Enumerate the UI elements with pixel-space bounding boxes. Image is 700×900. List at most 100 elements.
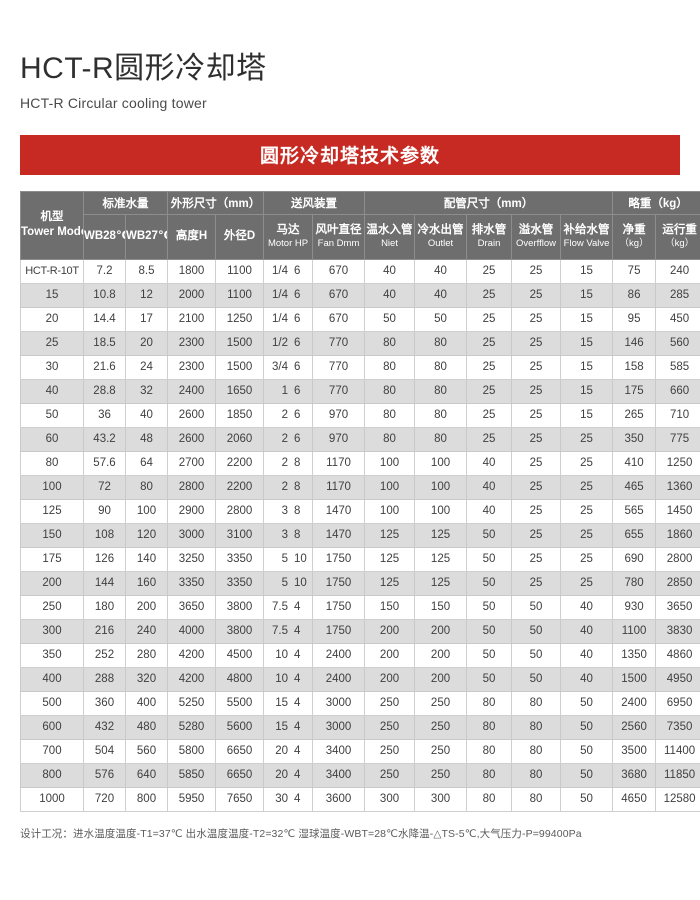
cell-wb28: 180 bbox=[83, 594, 126, 620]
cell-wb27: 140 bbox=[125, 546, 168, 572]
cell-running-weight: 450 bbox=[655, 306, 700, 332]
cell-motor-hp: 1/4 bbox=[272, 289, 289, 301]
table-row: 3021.624230015003/4677080802525151585855… bbox=[20, 354, 700, 380]
cell-net-weight: 2400 bbox=[612, 690, 657, 716]
cell-motor-hp: 5 bbox=[281, 553, 289, 565]
cell-drain: 25 bbox=[466, 402, 513, 428]
cell-outlet: 40 bbox=[414, 282, 468, 308]
cell-fan: 1750 bbox=[312, 594, 366, 620]
cell-height: 5850 bbox=[167, 762, 216, 788]
cell-net-weight: 265 bbox=[612, 402, 657, 428]
cell-overflow: 25 bbox=[511, 450, 562, 476]
cell-motor-hp: 5 bbox=[281, 577, 289, 589]
cell-wb28: 7.2 bbox=[83, 258, 126, 284]
cell-diameter: 3800 bbox=[214, 594, 265, 620]
cell-net-weight: 3500 bbox=[612, 738, 657, 764]
cell-inlet: 250 bbox=[364, 762, 416, 788]
cell-net-weight: 465 bbox=[612, 474, 657, 500]
table-row: 150 108 120 3000 3100 3 8 1470 125 125 50 25 25 655 18… bbox=[20, 522, 700, 548]
cell-running-weight: 710 bbox=[655, 402, 700, 428]
group-header-fan-unit: 送风装置 bbox=[263, 190, 366, 215]
column-header-wb27: WB27℃ bbox=[125, 213, 168, 260]
cell-outlet: 100 bbox=[414, 474, 468, 500]
cell-diameter: 1100 bbox=[214, 258, 265, 284]
cell-overflow: 25 bbox=[511, 570, 562, 596]
cell-height: 2000 bbox=[167, 282, 216, 308]
title-block: HCT-R圆形冷却塔 HCT-R Circular cooling tower bbox=[20, 0, 680, 111]
cell-motor: 30 4 bbox=[263, 786, 314, 812]
cell-motor-qty: 4 bbox=[294, 625, 301, 637]
cell-outlet: 250 bbox=[414, 738, 468, 764]
cell-wb27: 560 bbox=[125, 738, 168, 764]
cell-drain: 80 bbox=[466, 786, 513, 812]
cell-height: 2600 bbox=[167, 426, 216, 452]
cell-flow-valve: 15 bbox=[560, 330, 614, 356]
cell-motor-qty: 6 bbox=[294, 313, 301, 325]
cell-drain: 80 bbox=[466, 690, 513, 716]
cell-running-weight: 7350 bbox=[655, 714, 700, 740]
section-banner: 圆形冷却塔技术参数 bbox=[20, 134, 680, 175]
cell-overflow: 25 bbox=[511, 354, 562, 380]
cell-motor-hp: 2 bbox=[281, 481, 289, 493]
cell-wb28: 108 bbox=[83, 522, 126, 548]
cell-overflow: 25 bbox=[511, 426, 562, 452]
specification-table: 机型 Tower Model 标准水量 外形尺寸（mm） 送风装置 配管尺寸（m… bbox=[20, 190, 700, 812]
cell-diameter: 5500 bbox=[214, 690, 265, 716]
cell-diameter: 4800 bbox=[214, 666, 265, 692]
cell-running-weight: 1360 bbox=[655, 474, 700, 500]
cell-flow-valve: 40 bbox=[560, 594, 614, 620]
cell-inlet: 125 bbox=[364, 546, 416, 572]
cell-outlet: 200 bbox=[414, 666, 468, 692]
cell-overflow: 25 bbox=[511, 474, 562, 500]
cell-net-weight: 690 bbox=[612, 546, 657, 572]
column-header-overflow: 溢水管 Overfflow bbox=[511, 213, 562, 260]
table-row: 200 144 160 3350 3350 5 10 1750 125 125 50 25 25 780 2… bbox=[20, 570, 700, 596]
cell-motor: 1/4 6 bbox=[263, 306, 314, 332]
cell-motor-qty: 4 bbox=[294, 649, 301, 661]
cell-fan: 970 bbox=[312, 402, 366, 428]
cell-height: 3350 bbox=[167, 570, 216, 596]
cell-wb27: 280 bbox=[125, 642, 168, 668]
cell-drain: 50 bbox=[466, 522, 513, 548]
cell-height: 3650 bbox=[167, 594, 216, 620]
table-row: 700 504 560 5800 6650 20 4 3400 250 250 80 80 50 3500… bbox=[20, 738, 700, 764]
cell-running-weight: 585 bbox=[655, 354, 700, 380]
cell-motor-hp: 1/4 bbox=[272, 313, 289, 325]
cell-model: 20 bbox=[20, 306, 84, 332]
table-row: 100 72 80 2800 2200 2 8 1170 100 100 40 25 25 465 1360… bbox=[20, 474, 700, 500]
cell-motor-hp: 7.5 bbox=[272, 625, 289, 637]
cell-motor-qty: 6 bbox=[294, 265, 301, 277]
cell-inlet: 100 bbox=[364, 450, 416, 476]
cell-diameter: 2200 bbox=[214, 474, 265, 500]
cell-overflow: 25 bbox=[511, 546, 562, 572]
column-header-inlet: 温水入管 Niet bbox=[364, 213, 416, 260]
cell-diameter: 1500 bbox=[214, 330, 265, 356]
cell-wb28: 10.8 bbox=[83, 282, 126, 308]
cell-motor-qty: 8 bbox=[294, 529, 301, 541]
cell-height: 3250 bbox=[167, 546, 216, 572]
cell-net-weight: 75 bbox=[612, 258, 657, 284]
table-row: 500 360 400 5250 5500 15 4 3000 250 250 80 80 50 2400… bbox=[20, 690, 700, 716]
cell-flow-valve: 15 bbox=[560, 354, 614, 380]
table-row: 250 180 200 3650 3800 7.5 4 1750 150 150 50 50 40 930… bbox=[20, 594, 700, 620]
cell-wb28: 288 bbox=[83, 666, 126, 692]
cell-diameter: 1500 bbox=[214, 354, 265, 380]
cell-motor-hp: 3 bbox=[281, 529, 289, 541]
cell-motor-qty: 6 bbox=[294, 361, 301, 373]
cell-motor-qty: 4 bbox=[294, 769, 301, 781]
cell-net-weight: 1100 bbox=[612, 618, 657, 644]
cell-inlet: 40 bbox=[364, 258, 416, 284]
cell-outlet: 125 bbox=[414, 570, 468, 596]
cell-height: 3000 bbox=[167, 522, 216, 548]
cell-net-weight: 3680 bbox=[612, 762, 657, 788]
cell-diameter: 5600 bbox=[214, 714, 265, 740]
cell-inlet: 100 bbox=[364, 474, 416, 500]
cell-flow-valve: 25 bbox=[560, 522, 614, 548]
